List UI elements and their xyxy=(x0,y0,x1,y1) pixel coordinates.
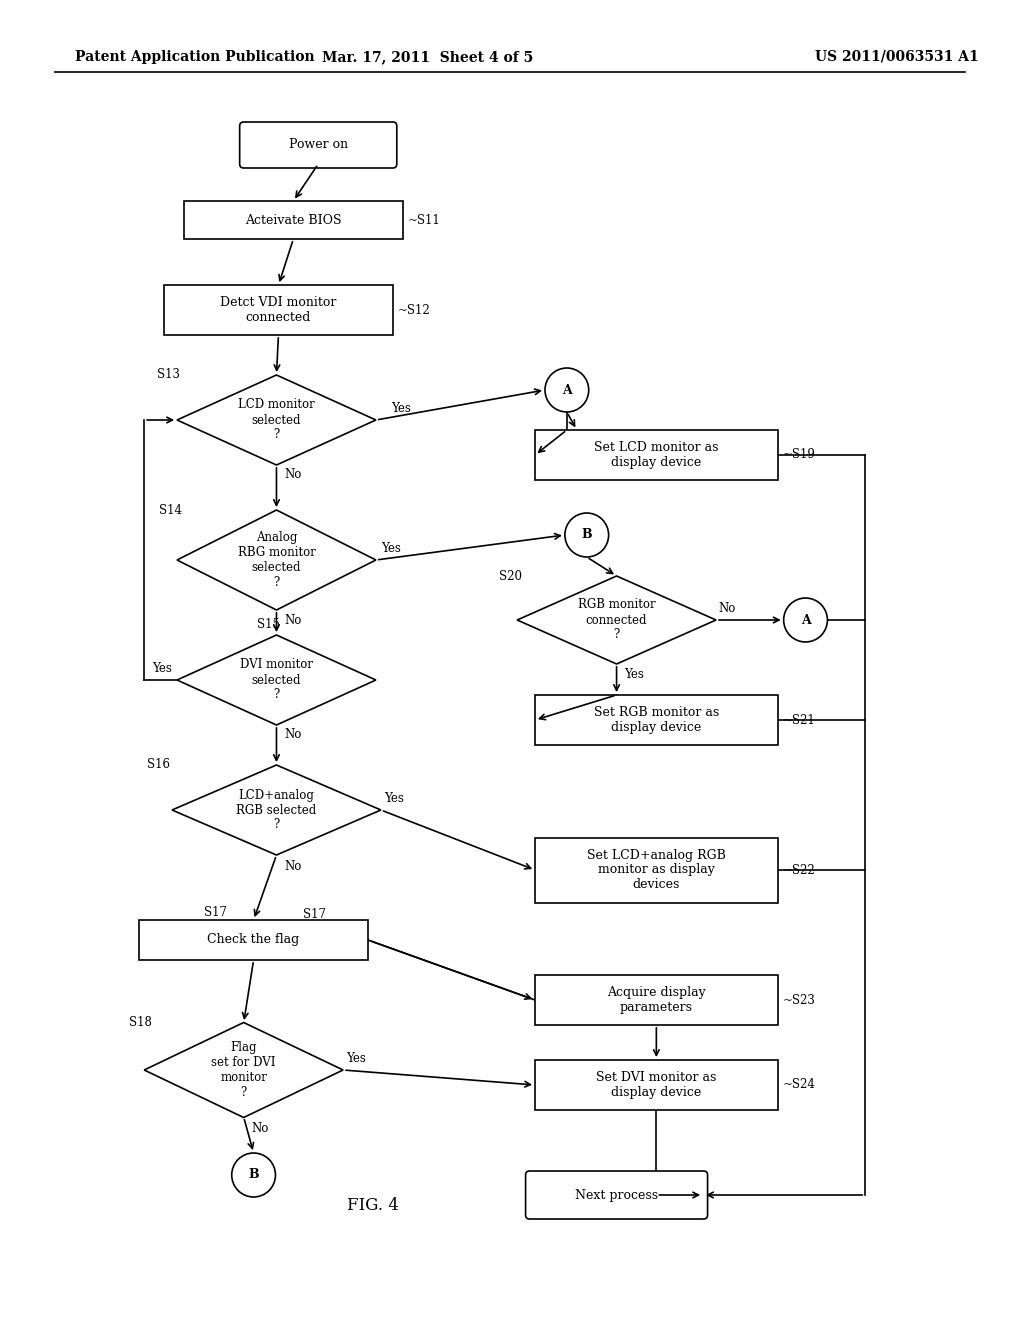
Text: Flag
set for DVI
monitor
?: Flag set for DVI monitor ? xyxy=(211,1041,275,1100)
Text: DVI monitor
selected
?: DVI monitor selected ? xyxy=(240,659,313,701)
Text: US 2011/0063531 A1: US 2011/0063531 A1 xyxy=(815,50,979,63)
Text: S20: S20 xyxy=(500,569,522,582)
Text: No: No xyxy=(285,469,302,482)
Text: S18: S18 xyxy=(129,1015,153,1028)
Bar xyxy=(164,285,393,335)
Text: Next process: Next process xyxy=(575,1188,658,1201)
Text: S14: S14 xyxy=(159,503,182,516)
Text: Yes: Yes xyxy=(384,792,403,804)
Polygon shape xyxy=(177,635,376,725)
Bar xyxy=(535,837,778,903)
Text: S15: S15 xyxy=(257,619,280,631)
Bar xyxy=(184,201,402,239)
Text: LCD monitor
selected
?: LCD monitor selected ? xyxy=(239,399,314,441)
Text: ~S11: ~S11 xyxy=(408,214,440,227)
Text: Acteivate BIOS: Acteivate BIOS xyxy=(245,214,342,227)
Text: ~S12: ~S12 xyxy=(397,304,430,317)
Text: Set DVI monitor as
display device: Set DVI monitor as display device xyxy=(596,1071,717,1100)
FancyBboxPatch shape xyxy=(240,121,396,168)
Bar xyxy=(535,696,778,744)
Text: Patent Application Publication: Patent Application Publication xyxy=(75,50,314,63)
Text: B: B xyxy=(582,528,592,541)
Text: LCD+analog
RGB selected
?: LCD+analog RGB selected ? xyxy=(237,788,316,832)
Text: Yes: Yes xyxy=(381,541,400,554)
Bar xyxy=(535,1060,778,1110)
Text: FIG. 4: FIG. 4 xyxy=(347,1196,399,1213)
Text: Yes: Yes xyxy=(153,661,172,675)
Circle shape xyxy=(783,598,827,642)
Text: No: No xyxy=(285,614,302,627)
Text: ~S23: ~S23 xyxy=(782,994,815,1006)
Text: B: B xyxy=(248,1168,259,1181)
Text: S13: S13 xyxy=(157,368,180,381)
Text: ~S24: ~S24 xyxy=(782,1078,815,1092)
Circle shape xyxy=(231,1152,275,1197)
Text: ~S22: ~S22 xyxy=(782,863,815,876)
Text: ~S21: ~S21 xyxy=(782,714,815,726)
FancyBboxPatch shape xyxy=(525,1171,708,1218)
Text: Yes: Yes xyxy=(625,668,644,681)
Text: No: No xyxy=(718,602,735,615)
Polygon shape xyxy=(517,576,716,664)
Polygon shape xyxy=(177,375,376,465)
Text: S16: S16 xyxy=(147,759,170,771)
Text: No: No xyxy=(285,729,302,742)
Text: Set LCD monitor as
display device: Set LCD monitor as display device xyxy=(594,441,719,469)
Polygon shape xyxy=(144,1023,343,1118)
Text: Detct VDI monitor
connected: Detct VDI monitor connected xyxy=(220,296,337,323)
Text: ~S19: ~S19 xyxy=(782,449,815,462)
Text: Power on: Power on xyxy=(289,139,348,152)
Text: A: A xyxy=(801,614,810,627)
Polygon shape xyxy=(177,510,376,610)
Text: No: No xyxy=(252,1122,269,1134)
Text: Analog
RBG monitor
selected
?: Analog RBG monitor selected ? xyxy=(238,531,315,589)
Text: No: No xyxy=(285,859,302,873)
Bar xyxy=(535,430,778,480)
Polygon shape xyxy=(172,766,381,855)
Text: Acquire display
parameters: Acquire display parameters xyxy=(607,986,706,1014)
Text: Set LCD+analog RGB
monitor as display
devices: Set LCD+analog RGB monitor as display de… xyxy=(587,849,726,891)
Text: Check the flag: Check the flag xyxy=(208,933,300,946)
Text: A: A xyxy=(562,384,571,396)
Text: Set RGB monitor as
display device: Set RGB monitor as display device xyxy=(594,706,719,734)
Text: S17: S17 xyxy=(303,908,327,921)
Text: Mar. 17, 2011  Sheet 4 of 5: Mar. 17, 2011 Sheet 4 of 5 xyxy=(322,50,534,63)
Text: Yes: Yes xyxy=(391,401,411,414)
Circle shape xyxy=(545,368,589,412)
Bar xyxy=(139,920,368,960)
Text: Yes: Yes xyxy=(346,1052,366,1064)
Text: RGB monitor
connected
?: RGB monitor connected ? xyxy=(578,598,655,642)
Bar xyxy=(535,975,778,1026)
Circle shape xyxy=(565,513,608,557)
Text: S17: S17 xyxy=(204,906,227,919)
